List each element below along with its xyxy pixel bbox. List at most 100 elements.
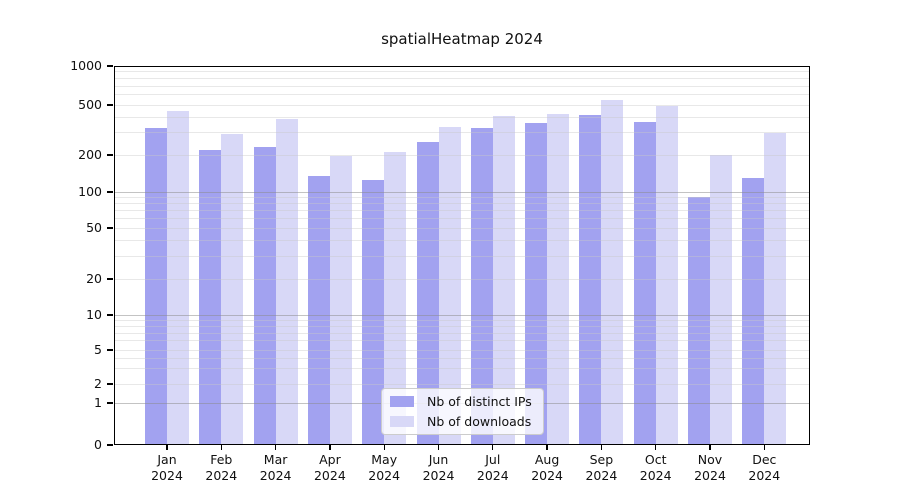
x-tick-mark [383, 445, 385, 450]
x-tick-mark [709, 445, 711, 450]
y-tick-label: 10 [86, 307, 102, 322]
minor-gridline [114, 132, 810, 134]
x-tick-label: Nov 2024 [694, 452, 726, 483]
legend-entry-distinct-ips: Nb of distinct IPs [390, 393, 535, 410]
legend-swatch-distinct-ips [390, 395, 414, 407]
bar [167, 111, 189, 445]
minor-gridline [114, 210, 810, 212]
minor-gridline [114, 78, 810, 80]
y-tick-mark [107, 104, 113, 106]
x-tick-label: Mar 2024 [259, 452, 292, 483]
x-tick-mark [492, 445, 494, 450]
y-tick-mark [107, 402, 113, 404]
y-tick-label: 2 [94, 376, 102, 391]
y-tick-label: 0 [94, 437, 102, 452]
plot-area-border [114, 66, 810, 445]
minor-gridline [114, 319, 810, 321]
legend-entry-downloads: Nb of downloads [390, 414, 535, 431]
y-tick-mark [107, 154, 113, 156]
legend-label-downloads: Nb of downloads [427, 414, 532, 430]
y-tick-mark [107, 349, 113, 351]
minor-gridline [114, 196, 810, 198]
y-tick-label: 200 [78, 147, 102, 162]
x-tick-mark [546, 445, 548, 450]
y-tick-label: 1 [94, 395, 102, 410]
y-tick-label: 20 [86, 271, 102, 286]
x-tick-label: Oct 2024 [639, 452, 672, 483]
bar [547, 113, 570, 445]
minor-gridline [114, 278, 810, 280]
minor-gridline [114, 340, 810, 342]
bar [307, 175, 330, 445]
bar [742, 178, 765, 445]
minor-gridline [114, 154, 810, 156]
bar [633, 121, 656, 445]
minor-gridline [114, 357, 810, 359]
x-tick-label: Apr 2024 [313, 452, 346, 483]
chart-title: spatialHeatmap 2024 [381, 30, 543, 48]
bar [710, 155, 732, 445]
minor-gridline [114, 255, 810, 257]
x-tick-label: May 2024 [368, 452, 401, 483]
x-tick-mark [437, 445, 440, 450]
x-tick-label: Jun 2024 [422, 452, 455, 483]
bar [470, 127, 493, 445]
x-tick-mark [220, 445, 222, 450]
x-tick-mark [655, 445, 657, 450]
y-tick-label: 1000 [70, 58, 102, 73]
minor-gridline [114, 227, 810, 229]
y-tick-label: 5 [94, 342, 102, 357]
y-tick-mark [107, 227, 113, 229]
x-tick-label: Feb 2024 [205, 452, 238, 483]
x-tick-mark [329, 445, 331, 450]
y-tick-mark [107, 191, 113, 193]
minor-gridline [114, 368, 810, 370]
x-tick-label: Sep 2024 [585, 452, 618, 483]
x-tick-mark [600, 445, 603, 450]
x-tick-mark [166, 445, 168, 450]
bar [275, 118, 298, 445]
y-tick-label: 50 [86, 220, 102, 235]
minor-gridline [114, 71, 810, 73]
minor-gridline [114, 104, 810, 106]
bar [438, 126, 461, 445]
bar [688, 197, 710, 445]
x-tick-label: Aug 2024 [531, 452, 563, 483]
y-tick-mark [107, 314, 113, 316]
major-gridline [114, 314, 810, 316]
x-tick-label: Jan 2024 [151, 452, 183, 483]
y-tick-mark [107, 65, 113, 67]
bar [199, 149, 222, 445]
minor-gridline [114, 218, 810, 220]
bar [525, 122, 548, 445]
x-tick-mark [274, 445, 277, 450]
minor-gridline [114, 116, 810, 118]
minor-gridline [114, 203, 810, 205]
minor-gridline [114, 383, 810, 385]
minor-gridline [114, 332, 810, 334]
y-tick-mark [107, 278, 113, 280]
x-tick-label: Jul 2024 [476, 452, 509, 483]
minor-gridline [114, 325, 810, 327]
legend-label-distinct-ips: Nb of distinct IPs [427, 393, 532, 409]
y-tick-mark [107, 383, 113, 385]
bar [329, 156, 352, 445]
y-tick-label: 500 [78, 97, 102, 112]
bar [579, 115, 602, 445]
bar [253, 146, 276, 445]
minor-gridline [114, 85, 810, 87]
bar [764, 133, 787, 445]
bar [384, 151, 407, 445]
minor-gridline [114, 94, 810, 96]
legend: Nb of distinct IPs Nb of downloads [381, 388, 544, 435]
bar [492, 116, 515, 445]
minor-gridline [114, 349, 810, 351]
y-tick-mark [107, 444, 113, 446]
bar [362, 179, 385, 445]
bar [601, 99, 624, 445]
x-tick-mark [763, 445, 765, 450]
